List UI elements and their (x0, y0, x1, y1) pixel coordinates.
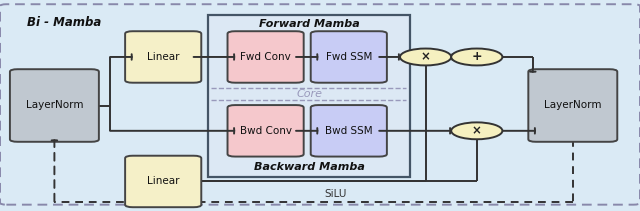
Text: Core: Core (296, 89, 322, 99)
FancyBboxPatch shape (125, 31, 201, 83)
FancyBboxPatch shape (228, 105, 304, 157)
Text: Bwd SSM: Bwd SSM (325, 126, 372, 136)
Text: Backward Mamba: Backward Mamba (253, 162, 365, 172)
FancyBboxPatch shape (311, 105, 387, 157)
Text: Forward Mamba: Forward Mamba (259, 19, 360, 29)
Circle shape (451, 122, 502, 139)
FancyBboxPatch shape (311, 31, 387, 83)
FancyBboxPatch shape (529, 69, 617, 142)
Text: ×: × (472, 124, 482, 137)
Text: Fwd Conv: Fwd Conv (240, 52, 291, 62)
Circle shape (451, 49, 502, 65)
Text: SiLU: SiLU (324, 189, 346, 199)
Text: Fwd SSM: Fwd SSM (326, 52, 372, 62)
Text: Bwd Conv: Bwd Conv (239, 126, 292, 136)
FancyBboxPatch shape (208, 15, 410, 177)
Text: +: + (472, 50, 482, 64)
FancyBboxPatch shape (228, 31, 304, 83)
Text: Bi - Mamba: Bi - Mamba (27, 16, 101, 29)
FancyBboxPatch shape (10, 69, 99, 142)
FancyBboxPatch shape (0, 4, 640, 205)
Text: LayerNorm: LayerNorm (544, 100, 602, 111)
FancyBboxPatch shape (125, 156, 201, 207)
Circle shape (400, 49, 451, 65)
Text: Linear: Linear (147, 176, 179, 187)
Text: LayerNorm: LayerNorm (26, 100, 83, 111)
Text: Linear: Linear (147, 52, 179, 62)
Text: ×: × (420, 50, 431, 64)
